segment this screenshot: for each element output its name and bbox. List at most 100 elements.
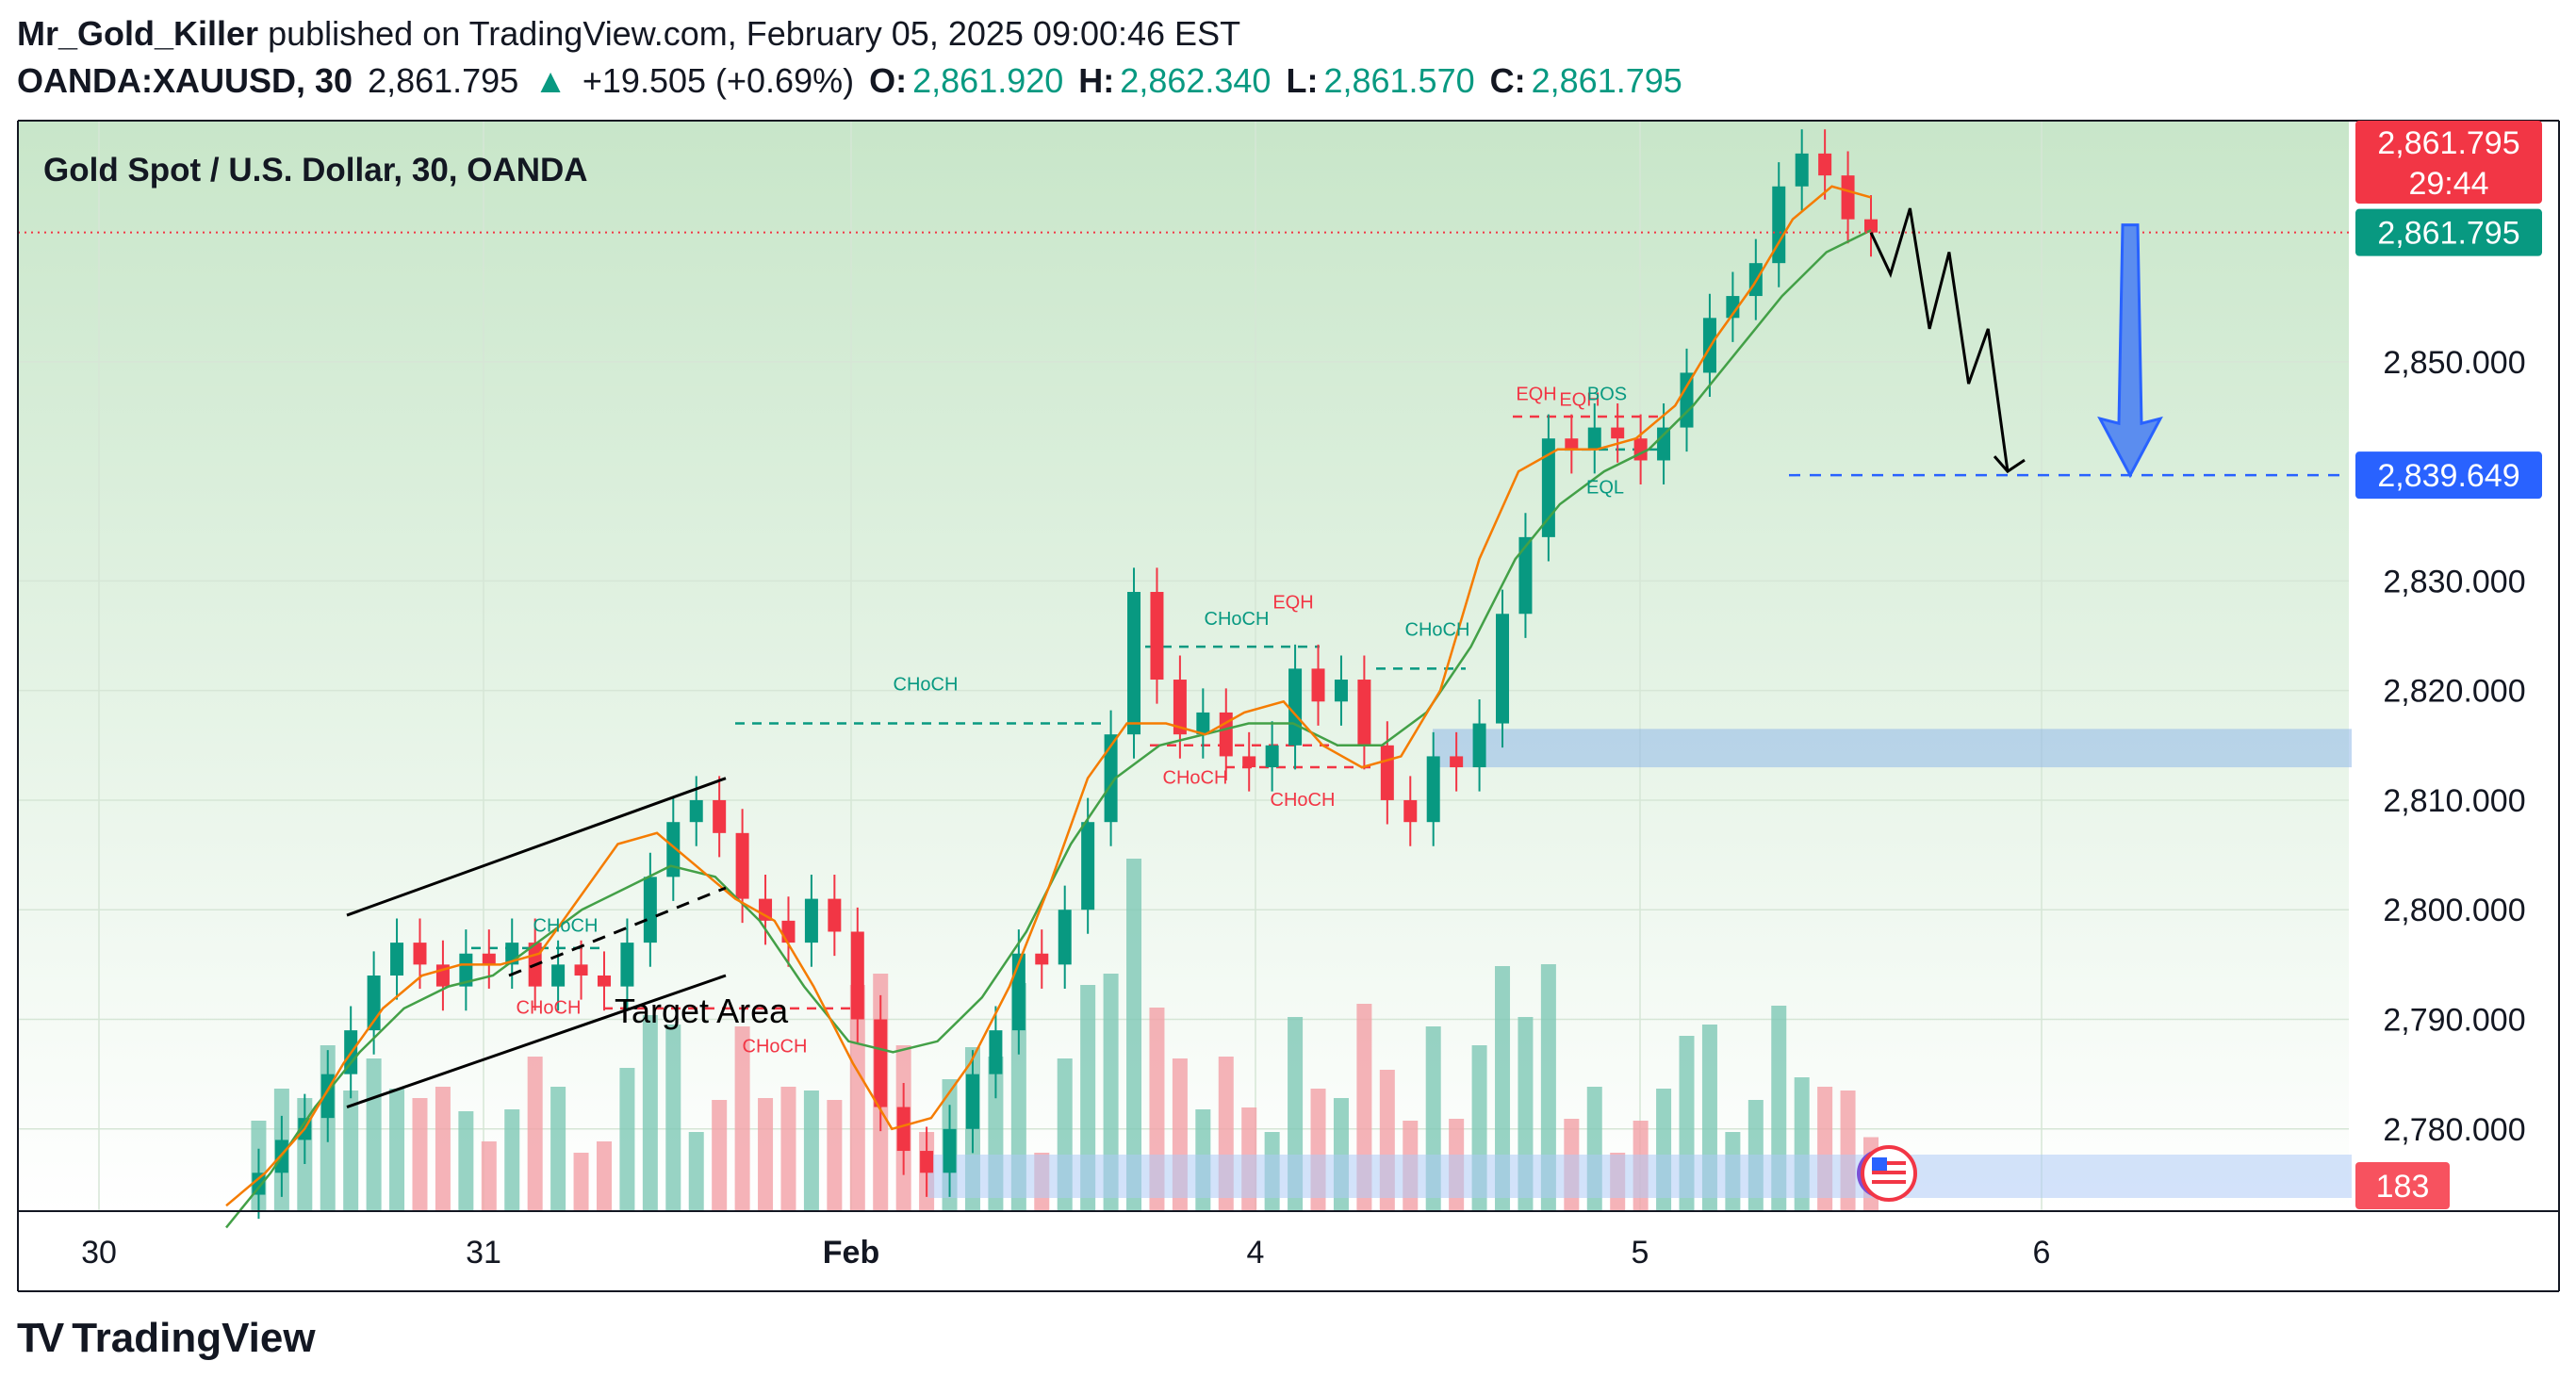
high-value: 2,862.340 xyxy=(1120,61,1272,100)
author-name[interactable]: Mr_Gold_Killer xyxy=(17,14,259,53)
volume-bar xyxy=(642,1015,658,1211)
candle-body xyxy=(1726,296,1740,319)
candle-body xyxy=(1242,756,1256,768)
structure-label: CHoCH xyxy=(1271,790,1336,811)
price-axis[interactable]: 2,780.000 2,790.000 2,800.000 2,810.000 2,82… xyxy=(2383,345,2525,1148)
structure-label: EQL xyxy=(1586,477,1624,498)
price-tick-label: 2,780.000 xyxy=(2383,1112,2525,1148)
price-change: +19.505 (+0.69%) xyxy=(582,61,855,100)
time-tick-label: 5 xyxy=(1632,1235,1649,1271)
candle-body xyxy=(850,931,864,1020)
time-tick-label: 31 xyxy=(466,1235,501,1271)
price-tick-label: 2,850.000 xyxy=(2383,345,2525,381)
volume-bar xyxy=(527,1057,543,1211)
volume-bar xyxy=(712,1100,728,1211)
time-tick-label: 30 xyxy=(81,1235,117,1271)
candle-body xyxy=(1035,953,1049,965)
open-value: 2,861.920 xyxy=(912,61,1064,100)
structure-label: CHoCH xyxy=(1205,609,1270,630)
volume-bar xyxy=(619,1068,635,1211)
candle-body xyxy=(1841,175,1855,220)
candle-body xyxy=(1496,614,1510,724)
symbol-label[interactable]: OANDA:XAUUSD, 30 xyxy=(17,61,353,100)
candle-body xyxy=(1795,153,1809,187)
chart-legend: Gold Spot / U.S. Dollar, 30, OANDA xyxy=(43,152,588,189)
target-price-tag xyxy=(2355,451,2542,500)
volume-bar xyxy=(550,1087,566,1211)
candle-body xyxy=(666,822,681,877)
time-axis[interactable]: 30 31 Feb 4 5 6 xyxy=(81,1235,2050,1271)
volume-zone xyxy=(928,1155,2352,1198)
structure-label: EQH xyxy=(1559,389,1600,410)
structure-label: CHoCH xyxy=(743,1036,808,1057)
candle-body xyxy=(1518,536,1533,615)
candle-body xyxy=(252,1173,266,1195)
close-label: C: xyxy=(1489,61,1526,100)
time-tick-label: 6 xyxy=(2033,1235,2051,1271)
ema-fast-line xyxy=(225,185,1872,1207)
candle-body xyxy=(989,1030,1003,1074)
time-tick-label: 4 xyxy=(1247,1235,1265,1271)
volume-bar xyxy=(481,1141,497,1211)
candle-body xyxy=(920,1151,934,1173)
candle-body xyxy=(1357,680,1371,746)
structure-label: EQH xyxy=(1516,385,1556,405)
volume-bar xyxy=(1103,974,1119,1211)
candle-body xyxy=(574,964,588,976)
candle-body xyxy=(1633,438,1648,461)
volume-bar xyxy=(827,1100,843,1211)
low-value: 2,861.570 xyxy=(1323,61,1475,100)
candle-body xyxy=(459,953,473,987)
volume-tag xyxy=(2355,1162,2450,1209)
candle-body xyxy=(1104,734,1118,823)
candle-body xyxy=(1150,592,1164,681)
change-up-icon: ▲ xyxy=(533,61,567,100)
volume-bar xyxy=(412,1098,428,1211)
volume-bar xyxy=(389,1089,405,1211)
candle-body xyxy=(1380,745,1394,800)
projection-arrowhead xyxy=(1993,455,2026,474)
candle-body xyxy=(874,1019,888,1107)
candle-body xyxy=(1772,186,1786,264)
projection-path xyxy=(1869,207,2010,472)
time-tick-label: Feb xyxy=(823,1235,879,1271)
candles xyxy=(252,129,1878,1220)
structure-label: CHoCH xyxy=(1405,620,1470,641)
volume-bar xyxy=(665,1025,681,1211)
candle-body xyxy=(1450,756,1464,768)
candle-body xyxy=(551,964,566,987)
candle-body xyxy=(1565,438,1579,450)
candle-body xyxy=(965,1074,979,1129)
candle-body xyxy=(1611,427,1625,439)
down-arrow-icon xyxy=(2097,223,2163,479)
candle-body xyxy=(1127,592,1141,735)
structure-label: CHoCH xyxy=(1163,768,1228,789)
volume-bar xyxy=(573,1153,589,1211)
volume-bar xyxy=(343,1091,359,1211)
publish-info: published on TradingView.com, February 0… xyxy=(268,14,1241,53)
volume-bar xyxy=(435,1087,451,1211)
volume-bar xyxy=(780,1087,796,1211)
candle-body xyxy=(643,877,657,943)
candle-body xyxy=(1265,745,1279,768)
price-tick-label: 2,790.000 xyxy=(2383,1003,2525,1039)
open-label: O: xyxy=(869,61,908,100)
candle-body xyxy=(390,943,404,976)
tradingview-brand[interactable]: TV TradingView xyxy=(17,1315,316,1362)
last-price-tag xyxy=(2355,121,2542,204)
tradingview-logo-icon: TV xyxy=(17,1315,64,1361)
candle-body xyxy=(1173,680,1187,735)
us-flag-icon[interactable] xyxy=(1857,1145,1917,1202)
volume-tag-value: 183 xyxy=(2376,1169,2430,1205)
volume-bar xyxy=(688,1132,704,1211)
candle-body xyxy=(896,1107,911,1152)
target-price-tag-value: 2,839.649 xyxy=(2377,458,2519,494)
candle-body xyxy=(620,943,634,987)
candle-body xyxy=(1311,668,1325,702)
candle-body xyxy=(1334,680,1348,702)
target-area-label: Target Area xyxy=(615,992,789,1030)
price-tick-label: 2,820.000 xyxy=(2383,674,2525,710)
candle-body xyxy=(943,1128,957,1173)
volume-bar xyxy=(1540,964,1556,1211)
